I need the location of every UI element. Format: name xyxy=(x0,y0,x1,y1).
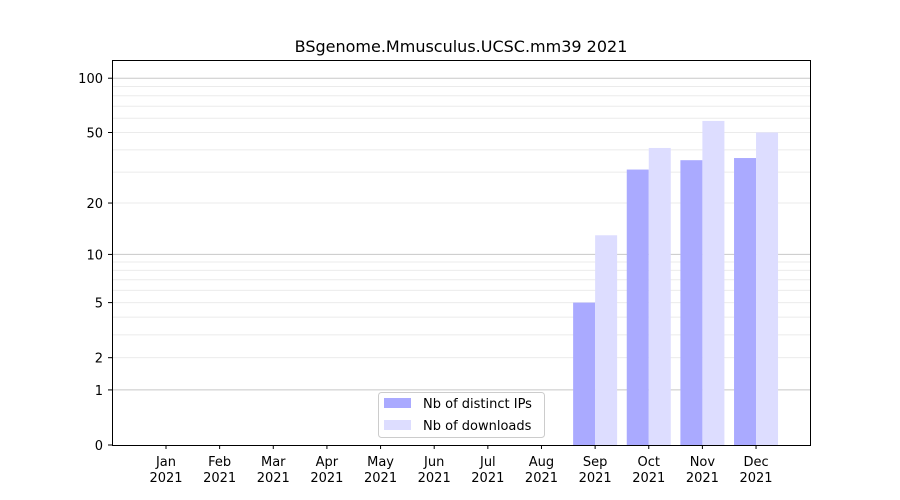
y-tick-label: 100 xyxy=(78,72,103,87)
x-tick-label-month: Jul xyxy=(479,455,496,470)
y-tick-label: 10 xyxy=(86,248,103,263)
x-tick-label-month: May xyxy=(367,455,394,470)
x-tick-label-month: Jan xyxy=(155,455,176,470)
x-tick-label-year: 2021 xyxy=(471,471,504,486)
x-tick-label-year: 2021 xyxy=(203,471,236,486)
y-axis: 0 1 2 5 10 20 50 100 xyxy=(78,72,112,454)
bar-downloads-sep xyxy=(595,235,618,445)
x-tick-label-year: 2021 xyxy=(632,471,665,486)
legend-label-downloads: Nb of downloads xyxy=(423,419,532,434)
x-tick-label-year: 2021 xyxy=(525,471,558,486)
x-tick-label-year: 2021 xyxy=(418,471,451,486)
y-tick-label: 1 xyxy=(95,384,103,399)
bar-ips-nov xyxy=(680,160,703,445)
chart-title: BSgenome.Mmusculus.UCSC.mm39 2021 xyxy=(295,37,628,56)
bars xyxy=(573,120,779,446)
legend: Nb of distinct IPs Nb of downloads xyxy=(378,392,545,438)
bar-ips-dec xyxy=(734,158,757,445)
grid xyxy=(112,77,810,391)
y-tick-label: 50 xyxy=(86,127,103,142)
x-tick-label-year: 2021 xyxy=(579,471,612,486)
bar-downloads-dec xyxy=(756,132,779,446)
legend-swatch-downloads xyxy=(384,420,411,430)
x-axis: Jan2021Feb2021Mar2021Apr2021May2021Jun20… xyxy=(149,445,773,486)
bar-downloads-nov xyxy=(702,120,725,445)
x-tick-label-month: Dec xyxy=(743,455,768,470)
x-tick-label-month: Sep xyxy=(583,455,608,470)
legend-label-ips: Nb of distinct IPs xyxy=(423,397,532,412)
y-tick-label: 5 xyxy=(95,297,103,312)
x-tick-label-month: Oct xyxy=(638,455,660,470)
x-tick-label-year: 2021 xyxy=(149,471,182,486)
bar-ips-sep xyxy=(573,302,596,445)
y-tick-label: 2 xyxy=(95,352,103,367)
x-tick-label-month: Aug xyxy=(529,455,554,470)
x-tick-label-year: 2021 xyxy=(257,471,290,486)
legend-swatch-ips xyxy=(384,398,411,408)
x-tick-label-year: 2021 xyxy=(739,471,772,486)
x-tick-label-year: 2021 xyxy=(310,471,343,486)
x-tick-label-year: 2021 xyxy=(364,471,397,486)
y-tick-label: 0 xyxy=(95,439,103,454)
x-tick-label-year: 2021 xyxy=(686,471,719,486)
plot-frame xyxy=(112,60,811,446)
x-tick-label-month: Feb xyxy=(208,455,231,470)
bar-ips-oct xyxy=(626,169,649,445)
x-tick-label-month: Jun xyxy=(423,455,444,470)
y-tick-label: 20 xyxy=(86,197,103,212)
x-tick-label-month: Apr xyxy=(316,455,339,470)
x-tick-label-month: Nov xyxy=(690,455,716,470)
x-tick-label-month: Mar xyxy=(261,455,286,470)
bar-downloads-oct xyxy=(648,147,671,445)
